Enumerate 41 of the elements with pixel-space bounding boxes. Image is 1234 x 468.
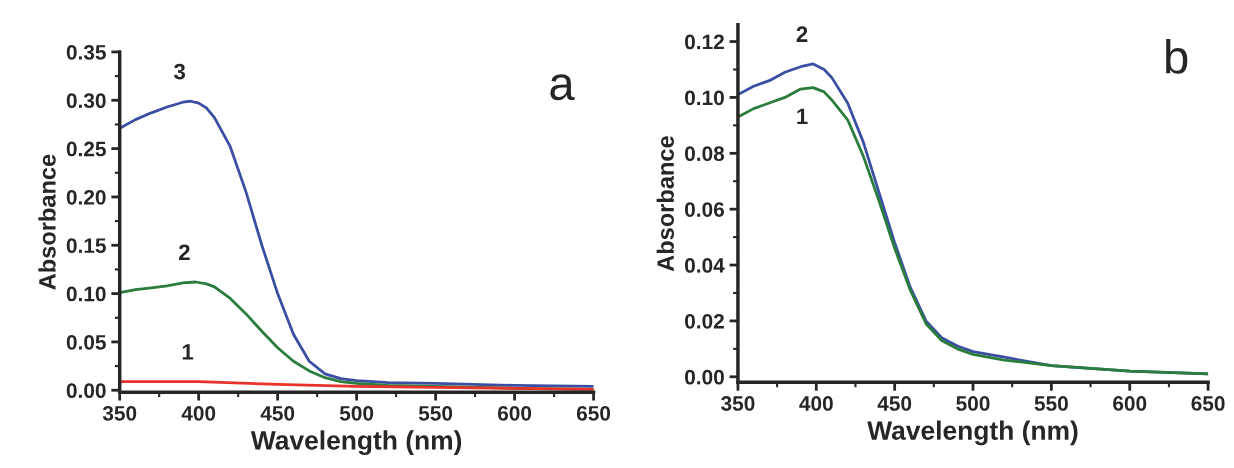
y-tick-label: 0.30 bbox=[66, 93, 106, 109]
y-axis-title: Absorbance bbox=[38, 154, 56, 290]
x-tick-label: 600 bbox=[1113, 396, 1147, 411]
x-tick-label: 650 bbox=[576, 405, 611, 421]
x-tick-label: 350 bbox=[721, 396, 755, 411]
y-tick-label: 0.08 bbox=[685, 146, 725, 162]
x-tick-label: 450 bbox=[877, 396, 912, 411]
x-tick-label: 400 bbox=[799, 396, 833, 411]
y-tick-label: 0.05 bbox=[66, 334, 106, 350]
line-series bbox=[119, 99, 594, 388]
annotation: a bbox=[550, 74, 575, 101]
x-tick-label: 550 bbox=[418, 405, 453, 421]
x-tick-label: 450 bbox=[260, 405, 295, 421]
y-tick-label: 0.00 bbox=[685, 369, 724, 385]
x-axis-title: Wavelength (nm) bbox=[867, 420, 1078, 446]
y-tick-label: 0.35 bbox=[66, 44, 106, 60]
y-tick-label: 0.10 bbox=[685, 90, 724, 106]
series-label: 2 bbox=[179, 244, 190, 260]
y-tick-label: 0.10 bbox=[66, 286, 106, 302]
x-tick-label: 650 bbox=[1191, 396, 1225, 411]
y-tick-label: 0.20 bbox=[66, 189, 106, 205]
y-tick-label: 0.15 bbox=[66, 238, 106, 254]
series-label: 1 bbox=[797, 108, 808, 124]
y-tick-label: 0.25 bbox=[66, 141, 106, 157]
x-tick-label: 500 bbox=[339, 405, 374, 421]
series-label: 3 bbox=[174, 63, 186, 80]
y-tick-label: 0.12 bbox=[685, 34, 724, 50]
y-axis-title: Absorbance bbox=[656, 136, 674, 272]
x-tick-label: 400 bbox=[181, 405, 216, 421]
x-tick-label: 500 bbox=[956, 396, 990, 411]
annotation: b bbox=[1166, 39, 1188, 74]
y-tick-label: 0.04 bbox=[685, 258, 725, 273]
x-tick-label: 350 bbox=[102, 405, 137, 421]
series-label: 2 bbox=[796, 26, 808, 42]
y-tick-label: 0.00 bbox=[66, 383, 106, 398]
y-tick-label: 0.02 bbox=[685, 313, 724, 329]
x-axis-title: Wavelength (nm) bbox=[250, 430, 462, 456]
y-tick-label: 0.06 bbox=[685, 202, 724, 217]
series-label: 1 bbox=[182, 344, 194, 360]
x-tick-label: 600 bbox=[497, 405, 532, 421]
x-tick-label: 550 bbox=[1034, 396, 1068, 411]
